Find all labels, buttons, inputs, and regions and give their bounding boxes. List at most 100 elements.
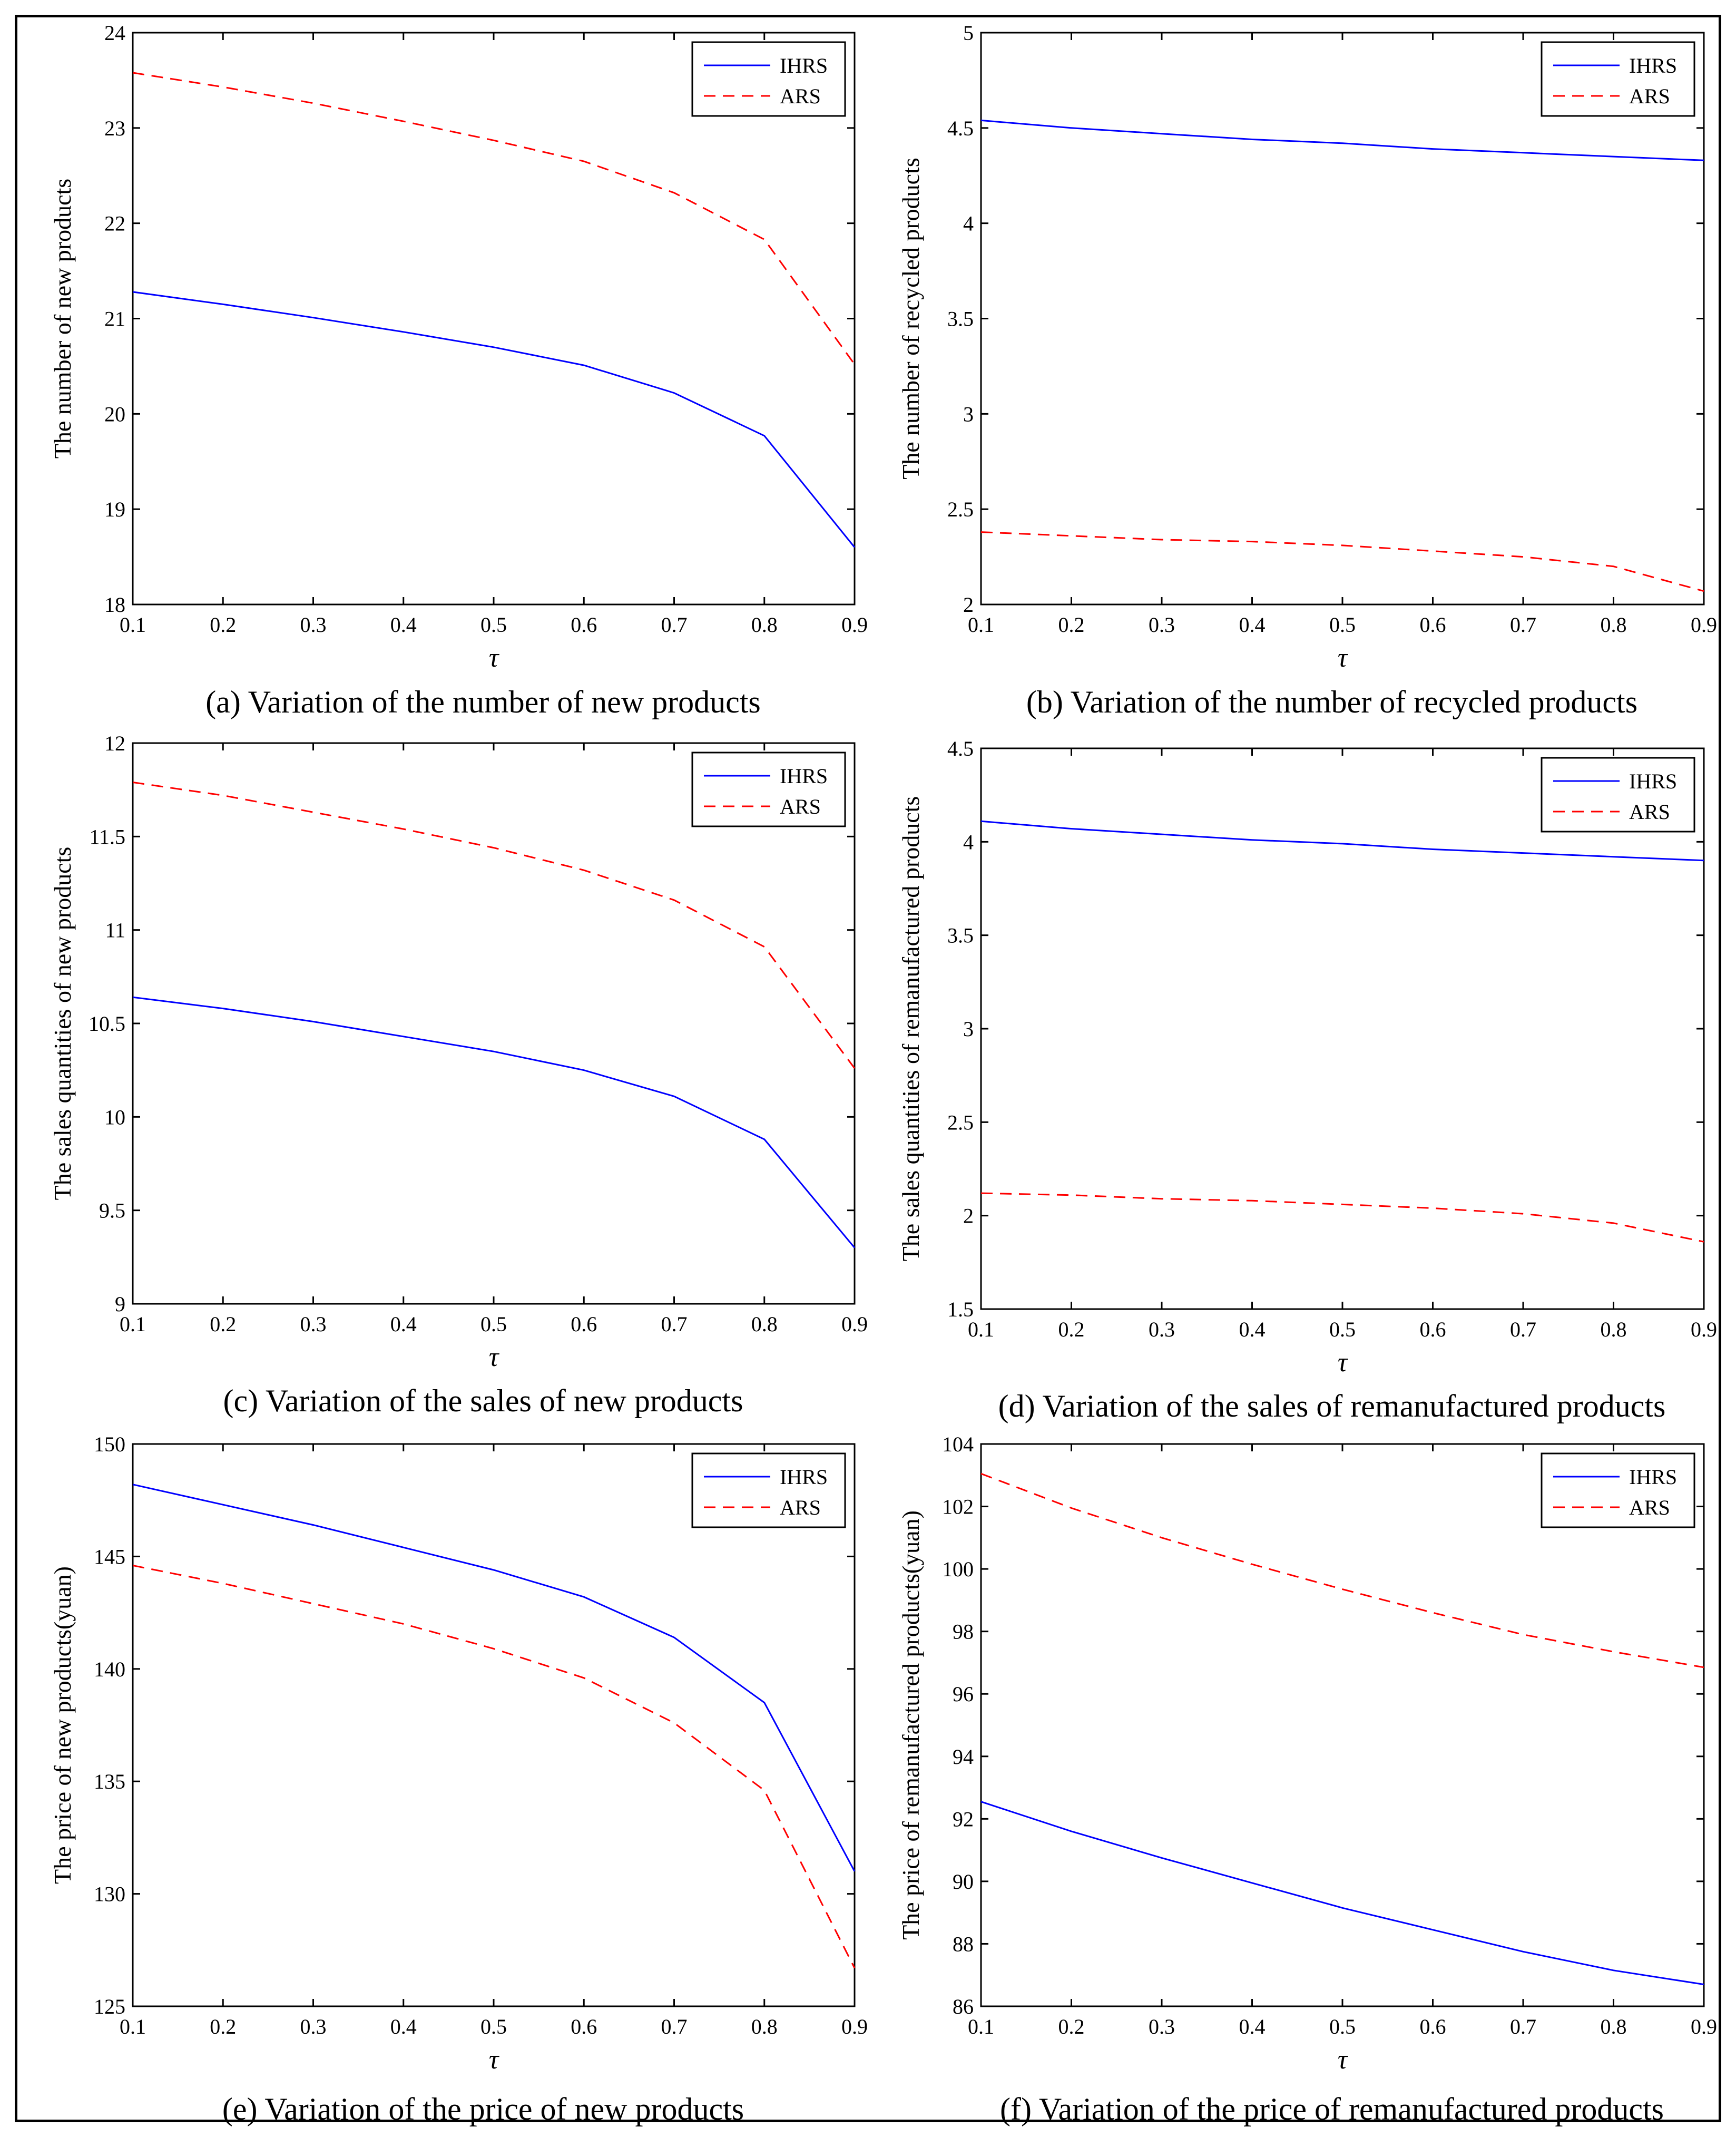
legend-label-ihrs: IHRS [780, 54, 828, 77]
y-tick-label: 4.5 [947, 116, 974, 140]
y-tick-label: 2 [963, 593, 974, 617]
legend-label-ihrs: IHRS [1629, 769, 1677, 793]
y-tick-label: 24 [104, 21, 125, 45]
x-axis-label: τ [1338, 2045, 1349, 2075]
series-line-ihrs [980, 1801, 1704, 1985]
x-tick-label: 0.5 [480, 1312, 507, 1336]
x-tick-label: 0.3 [300, 2015, 327, 2038]
series-line-ars [980, 1192, 1704, 1243]
x-tick-label: 0.4 [390, 1312, 417, 1336]
y-tick-label: 3 [963, 402, 974, 426]
y-tick-label: 3.5 [947, 307, 974, 331]
legend-box [1541, 41, 1695, 117]
y-tick-label: 22 [104, 212, 125, 236]
x-axis-label: τ [489, 643, 500, 673]
y-tick-label: 3.5 [947, 924, 974, 948]
legend-label-ihrs: IHRS [780, 764, 828, 788]
y-tick-label: 150 [94, 1432, 125, 1456]
series-line-ihrs [132, 996, 856, 1248]
series-line-ars [132, 72, 856, 365]
y-tick-label: 130 [94, 1882, 125, 1906]
x-tick-label: 0.8 [1601, 1318, 1627, 1341]
y-axis-label: The price of new products(yuan) [49, 1566, 76, 1884]
x-tick-label: 0.6 [1420, 2015, 1446, 2038]
panel-caption: (f) Variation of the price of remanufact… [1000, 2092, 1664, 2126]
x-tick-label: 0.4 [1239, 1318, 1266, 1341]
x-tick-label: 0.7 [661, 1312, 688, 1336]
y-tick-label: 9 [115, 1292, 125, 1316]
plot-area [132, 742, 856, 1305]
y-tick-label: 96 [953, 1682, 974, 1706]
y-tick-label: 140 [94, 1657, 125, 1681]
y-tick-label: 2.5 [947, 497, 974, 521]
y-tick-label: 88 [953, 1932, 974, 1956]
x-tick-label: 0.8 [751, 613, 778, 637]
x-axis-label: τ [489, 1342, 500, 1372]
legend: IHRS ARS [691, 1452, 846, 1528]
x-axis-label: τ [1338, 643, 1349, 673]
series-line-ars [980, 531, 1704, 592]
x-tick-label: 0.3 [1149, 613, 1175, 637]
x-axis-label: τ [1338, 1348, 1349, 1378]
x-tick-label: 0.9 [841, 1312, 868, 1336]
y-tick-label: 4 [963, 212, 974, 236]
series-line-ihrs [980, 820, 1704, 862]
x-tick-label: 0.3 [1149, 1318, 1175, 1341]
plot-area [980, 747, 1705, 1310]
x-tick-label: 0.9 [841, 613, 868, 637]
y-tick-label: 90 [953, 1870, 974, 1894]
y-tick-label: 4.5 [947, 737, 974, 760]
y-tick-label: 20 [104, 402, 125, 426]
y-tick-label: 10.5 [89, 1012, 125, 1036]
x-tick-label: 0.7 [1510, 2015, 1536, 2038]
x-tick-label: 0.6 [1420, 1318, 1446, 1341]
x-tick-label: 0.8 [1601, 613, 1627, 637]
x-tick-label: 0.6 [571, 613, 597, 637]
x-tick-label: 0.1 [968, 613, 994, 637]
y-tick-label: 135 [94, 1770, 125, 1793]
y-tick-label: 4 [963, 830, 974, 854]
y-tick-label: 11.5 [89, 825, 125, 848]
x-tick-label: 0.7 [1510, 1318, 1536, 1341]
x-tick-label: 0.9 [1691, 613, 1717, 637]
x-tick-label: 0.5 [480, 2015, 507, 2038]
legend: IHRS ARS [1541, 1452, 1695, 1528]
x-tick-label: 0.2 [210, 613, 236, 637]
y-tick-label: 2.5 [947, 1110, 974, 1134]
plot-area [980, 32, 1705, 606]
chart-panel-f: 0.1 0.2 0.3 0.4 0.5 0.6 0.7 0.8 0.9 86 88 90 92 94 96 9… [897, 1432, 1717, 2126]
panel-caption: (e) Variation of the price of new produc… [222, 2092, 744, 2126]
y-tick-label: 102 [942, 1495, 974, 1519]
x-tick-label: 0.5 [1329, 1318, 1356, 1341]
panel-caption: (c) Variation of the sales of new produc… [223, 1383, 743, 1418]
y-tick-label: 9.5 [99, 1199, 125, 1223]
panel-caption: (a) Variation of the number of new produ… [205, 685, 761, 719]
x-tick-label: 0.5 [1329, 613, 1356, 637]
legend: IHRS ARS [1541, 41, 1695, 117]
y-axis-label: The price of remanufactured products(yua… [897, 1510, 924, 1940]
x-axis-label: τ [489, 2045, 500, 2075]
series-line-ihrs [132, 1484, 856, 1872]
y-tick-label: 86 [953, 1995, 974, 2018]
series-line-ars [980, 1472, 1704, 1668]
y-tick-label: 18 [104, 593, 125, 617]
y-axis-label: The number of recycled products [897, 158, 924, 480]
chart-panel-d: 0.1 0.2 0.3 0.4 0.5 0.6 0.7 0.8 0.9 1.5 2 2.5 3 3.5 4 4… [897, 737, 1717, 1423]
x-tick-label: 0.2 [1058, 1318, 1085, 1341]
legend-label-ars: ARS [1629, 800, 1670, 824]
y-tick-label: 11 [105, 919, 125, 942]
x-tick-label: 0.2 [210, 2015, 236, 2038]
y-tick-label: 10 [104, 1105, 125, 1129]
x-tick-label: 0.1 [120, 2015, 146, 2038]
x-tick-label: 0.9 [1691, 1318, 1717, 1341]
y-tick-label: 125 [94, 1995, 125, 2018]
y-axis-label: The sales quantities of new products [49, 847, 76, 1201]
plot-area [980, 1443, 1705, 2007]
y-tick-label: 3 [963, 1017, 974, 1041]
y-tick-label: 145 [94, 1545, 125, 1568]
x-tick-label: 0.1 [120, 1312, 146, 1336]
x-tick-label: 0.5 [480, 613, 507, 637]
legend-label-ihrs: IHRS [1629, 1465, 1677, 1489]
x-tick-label: 0.4 [1239, 2015, 1266, 2038]
x-tick-label: 0.9 [1691, 2015, 1717, 2038]
